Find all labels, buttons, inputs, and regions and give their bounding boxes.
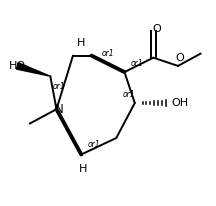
Text: or1: or1 <box>102 49 114 58</box>
Polygon shape <box>16 63 50 76</box>
Text: OH: OH <box>172 98 189 108</box>
Text: O: O <box>176 53 184 63</box>
Text: or1: or1 <box>131 59 143 68</box>
Text: O: O <box>152 24 161 34</box>
Text: or1: or1 <box>52 82 65 91</box>
Text: H: H <box>77 38 85 48</box>
Text: or1: or1 <box>122 90 135 99</box>
Text: N: N <box>55 103 64 116</box>
Text: HO: HO <box>9 61 26 71</box>
Text: H: H <box>79 164 87 174</box>
Text: or1: or1 <box>87 140 100 149</box>
